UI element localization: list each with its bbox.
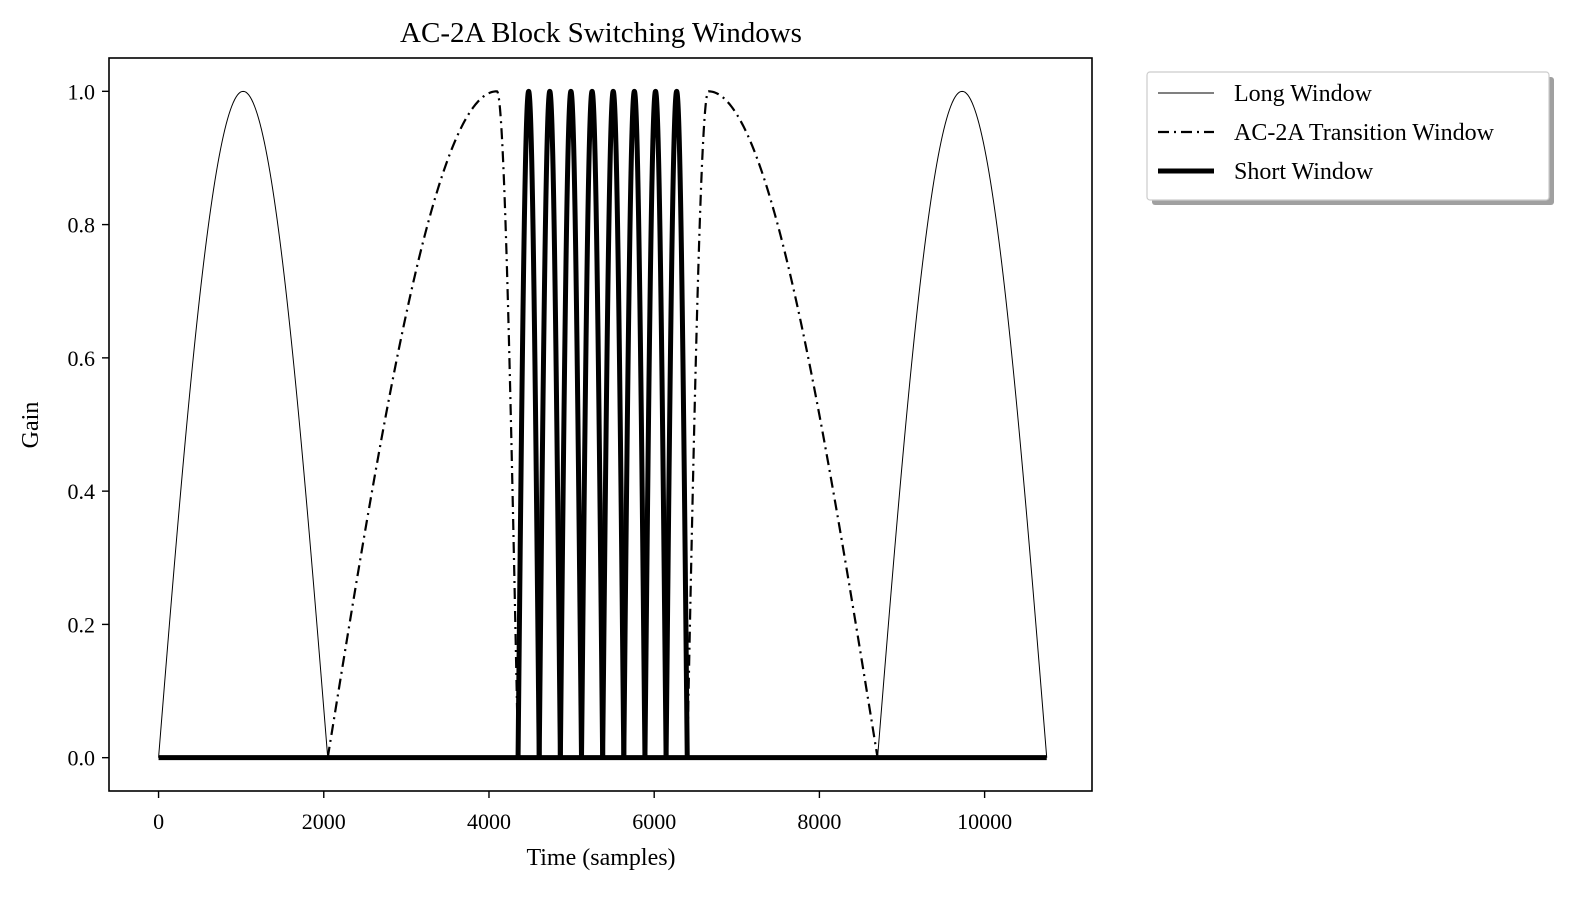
y-tick-label: 0.8	[68, 213, 96, 238]
y-tick-label: 0.4	[68, 479, 96, 504]
plot-frame	[108, 57, 1093, 792]
legend-label-transition-window: AC-2A Transition Window	[1234, 120, 1495, 146]
short-window-pulse	[642, 88, 669, 758]
short-window-pulse	[536, 88, 563, 758]
transition-window-line	[326, 90, 520, 758]
x-tick-label: 10000	[957, 809, 1012, 834]
chart-title: AC-2A Block Switching Windows	[400, 17, 802, 49]
y-axis-ticks: 0.0 0.2 0.4 0.6 0.8 1.0	[68, 79, 109, 771]
x-tick-label: 2000	[302, 809, 346, 834]
y-tick-label: 1.0	[68, 79, 96, 104]
y-tick-label: 0.6	[68, 346, 96, 371]
y-tick-label: 0.2	[68, 612, 96, 637]
long-window-line	[158, 90, 329, 758]
short-window-pulse	[579, 88, 606, 758]
legend-box	[1146, 71, 1550, 201]
x-tick-label: 4000	[467, 809, 511, 834]
x-tick-label: 6000	[632, 809, 676, 834]
long-window-line	[877, 90, 1048, 758]
series-layer	[158, 88, 1048, 761]
x-axis-label: Time (samples)	[526, 845, 675, 871]
short-window-pulse	[621, 88, 648, 758]
short-window-pulse	[663, 88, 690, 758]
legend: Long Window AC-2A Transition Window Shor…	[1146, 71, 1554, 205]
x-tick-label: 0	[153, 809, 164, 834]
short-window-pulse	[557, 88, 584, 758]
y-tick-label: 0.0	[68, 746, 96, 771]
x-tick-label: 8000	[797, 809, 841, 834]
legend-label-long-window: Long Window	[1234, 81, 1373, 107]
y-axis-label: Gain	[18, 402, 44, 449]
short-window-pulse	[515, 88, 542, 758]
transition-window-line	[686, 90, 879, 758]
short-window-pulse	[600, 88, 627, 758]
x-axis-ticks: 0 2000 4000 6000 8000 10000	[153, 791, 1012, 834]
legend-label-short-window: Short Window	[1234, 159, 1374, 185]
